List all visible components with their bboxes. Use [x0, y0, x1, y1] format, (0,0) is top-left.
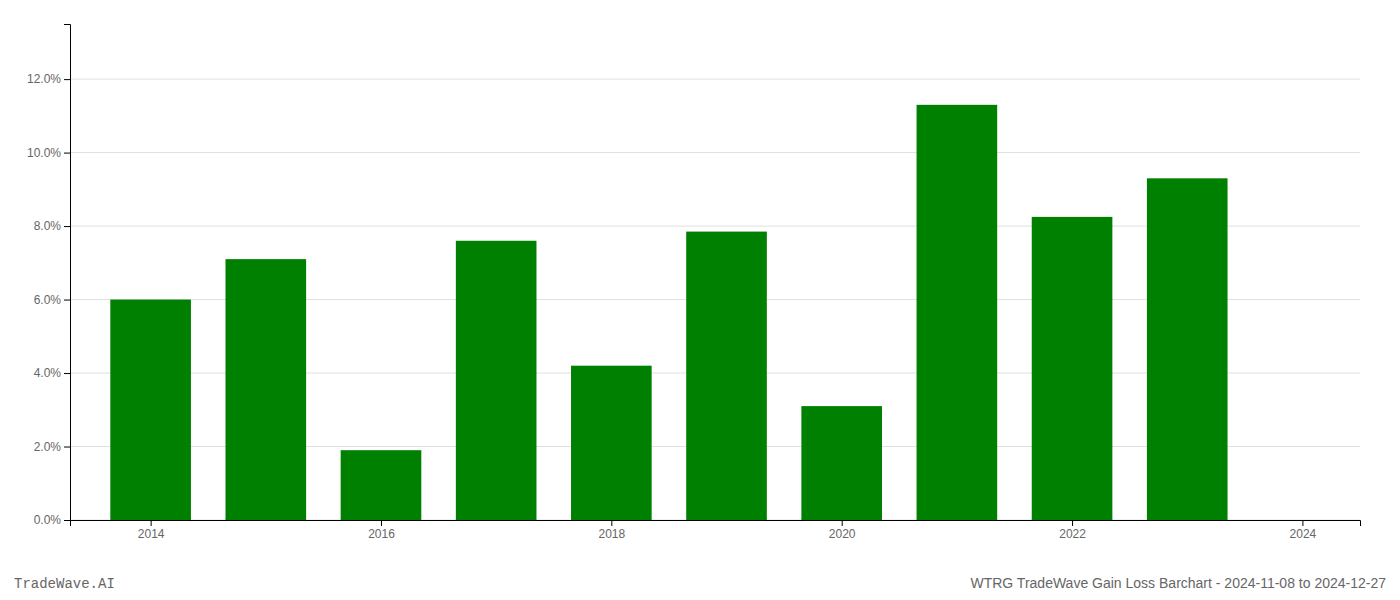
- tick-label: 2016: [368, 527, 395, 541]
- tick-label: 2020: [829, 527, 856, 541]
- title: WTRG TradeWave Gain Loss Barchart - 2024…: [970, 575, 1386, 591]
- chart: 2014 2016 2018 2020 2022 2024 0.0% 2.0% 4.0% 6.0%…: [0, 0, 1400, 600]
- tick-label: 0.0%: [34, 513, 62, 527]
- bar: [801, 406, 882, 520]
- tick: 6.0%: [34, 293, 70, 307]
- tick-mark: [1302, 520, 1303, 526]
- bar: [225, 259, 306, 520]
- tick-mark: [64, 520, 70, 521]
- tick: 2016: [368, 520, 395, 541]
- tick-mark: [1072, 520, 1073, 526]
- bar: [1147, 178, 1228, 520]
- tick: 0.0%: [34, 513, 70, 527]
- tick-label: 6.0%: [34, 293, 62, 307]
- grid-line: [70, 152, 1360, 153]
- grid: [70, 79, 1360, 520]
- bar: [917, 105, 998, 520]
- bar: [1032, 217, 1113, 520]
- tick-label: 8.0%: [34, 219, 62, 233]
- bar: [571, 366, 652, 520]
- axis-line: [71, 521, 1361, 527]
- tick-mark: [64, 373, 70, 374]
- tick: 4.0%: [34, 366, 70, 380]
- tick: 2.0%: [34, 440, 70, 454]
- tick-mark: [381, 520, 382, 526]
- y-axis: 0.0% 2.0% 4.0% 6.0% 8.0% 10.0% 12.0%: [27, 25, 71, 528]
- tick: 12.0%: [27, 72, 70, 86]
- tick-mark: [842, 520, 843, 526]
- tick-label: 2022: [1059, 527, 1086, 541]
- tick-mark: [611, 520, 612, 526]
- tick: 2020: [829, 520, 856, 541]
- tick-label: 2.0%: [34, 440, 62, 454]
- tick: 2022: [1059, 520, 1086, 541]
- tick: 10.0%: [27, 146, 70, 160]
- tick-mark: [64, 447, 70, 448]
- tick-label: 12.0%: [27, 72, 61, 86]
- axis-line: [64, 25, 71, 521]
- tick-mark: [64, 79, 70, 80]
- x-axis: 2014 2016 2018 2020 2022 2024: [71, 520, 1361, 541]
- tick-mark: [64, 300, 70, 301]
- tick-label: 10.0%: [27, 146, 61, 160]
- tick: 2014: [138, 520, 165, 541]
- bar: [456, 241, 537, 520]
- tick-label: 2014: [138, 527, 165, 541]
- tick-mark: [64, 226, 70, 227]
- bar: [110, 300, 191, 520]
- tick: 2018: [598, 520, 625, 541]
- grid-line: [70, 79, 1360, 80]
- tick: 8.0%: [34, 219, 70, 233]
- tick-label: 2018: [598, 527, 625, 541]
- tick-mark: [64, 153, 70, 154]
- bar: [686, 232, 767, 520]
- tick: 2024: [1290, 520, 1317, 541]
- tick-label: 4.0%: [34, 366, 62, 380]
- plot-area: [110, 105, 1227, 520]
- bar: [341, 450, 422, 520]
- tick-mark: [151, 520, 152, 526]
- tick-label: 2024: [1290, 527, 1317, 541]
- annotation: TradeWave.AI: [14, 576, 115, 592]
